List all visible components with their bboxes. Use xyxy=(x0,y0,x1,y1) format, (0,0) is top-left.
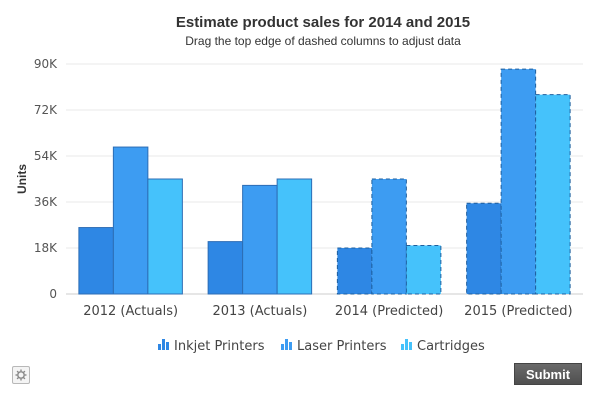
settings-button[interactable] xyxy=(12,366,30,384)
bar xyxy=(147,178,183,295)
legend-item[interactable]: Laser Printers xyxy=(281,339,387,354)
legend-item[interactable]: Inkjet Printers xyxy=(158,339,265,354)
legend-label: Laser Printers xyxy=(297,339,387,354)
x-category-label: 2013 (Actuals) xyxy=(212,304,307,319)
legend-label: Inkjet Printers xyxy=(174,339,265,354)
bar xyxy=(276,178,313,295)
legend-label: Cartridges xyxy=(417,339,485,354)
x-category-label: 2012 (Actuals) xyxy=(83,304,178,319)
editable-bar[interactable] xyxy=(336,247,373,295)
editable-bar[interactable] xyxy=(535,94,571,295)
y-axis-ticks: 0 18K 36K 54K 72K 90K xyxy=(34,57,58,301)
editable-bar[interactable] xyxy=(371,178,407,295)
editable-bar[interactable] xyxy=(405,244,442,295)
x-category-label: 2014 (Predicted) xyxy=(335,304,443,319)
x-axis-categories: 2012 (Actuals) 2013 (Actuals) 2014 (Predic… xyxy=(83,304,572,319)
bar xyxy=(242,184,278,295)
submit-button[interactable]: Submit xyxy=(514,363,582,385)
editable-bar[interactable] xyxy=(466,202,502,295)
legend-item[interactable]: Cartridges xyxy=(401,339,485,354)
bar-chart-icon xyxy=(158,339,169,350)
bars xyxy=(78,68,571,295)
legend: Inkjet Printers Laser Printers Cartridges xyxy=(158,339,485,354)
y-axis-label: Units xyxy=(15,164,29,194)
x-category-label: 2015 (Predicted) xyxy=(464,304,572,319)
bar-chart-icon xyxy=(401,339,412,350)
y-tick-label: 54K xyxy=(34,149,58,163)
gear-icon xyxy=(15,369,27,381)
bar xyxy=(112,146,149,295)
y-tick-label: 18K xyxy=(34,241,58,255)
y-tick-label: 36K xyxy=(34,195,58,209)
y-tick-label: 90K xyxy=(34,57,58,71)
chart-title: Estimate product sales for 2014 and 2015 xyxy=(176,14,470,31)
bar xyxy=(207,241,244,295)
editable-bar[interactable] xyxy=(500,68,537,295)
y-tick-label: 0 xyxy=(49,287,57,301)
bar-chart-icon xyxy=(281,339,292,350)
bar xyxy=(78,227,114,295)
y-tick-label: 72K xyxy=(34,103,58,117)
chart-subtitle: Drag the top edge of dashed columns to a… xyxy=(185,34,461,48)
